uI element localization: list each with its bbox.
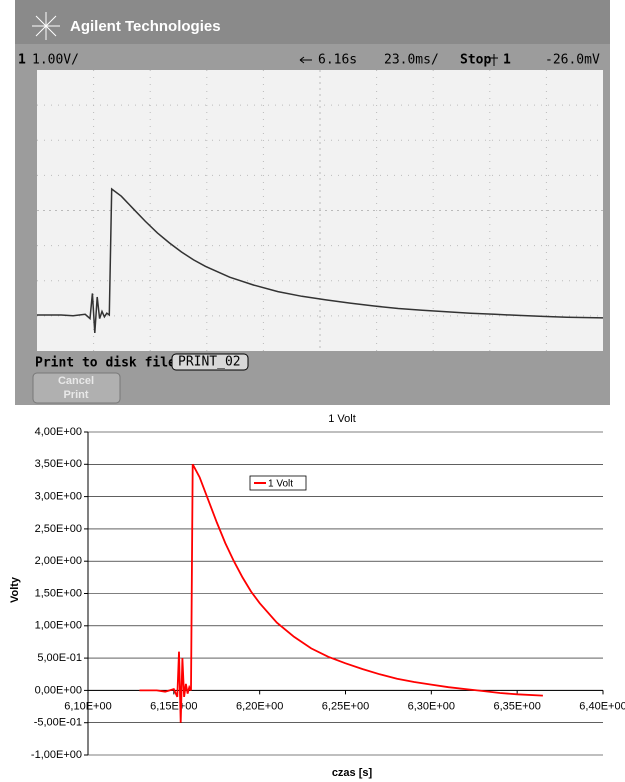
legend-label: 1 Volt [268,479,293,490]
volts-per-div: 1.00V/ [32,53,79,68]
run-state: Stop [460,53,491,68]
print-label: Print to disk file: [35,356,184,371]
y-tick-label: 0,00E+00 [35,684,82,696]
y-tick-label: 1,50E+00 [35,587,82,599]
y-axis-label: Volty [9,576,21,603]
cancel-label: Print [63,389,88,401]
x-tick-label: 6,40E+00 [579,700,625,712]
x-tick-label: 6,30E+00 [408,700,455,712]
y-tick-label: 2,50E+00 [35,523,82,535]
x-tick-label: 6,20E+00 [236,700,283,712]
y-tick-label: -1,00E+00 [31,749,82,761]
y-tick-label: -5,00E-01 [34,717,82,729]
page: Agilent Technologies 1 1.00V/ 6.16s 23.0… [0,0,625,782]
file-name: PRINT_02 [178,355,241,370]
trigger-channel: 1 [503,53,511,68]
y-tick-label: 3,00E+00 [35,491,82,503]
x-axis-label: czas [s] [332,767,373,779]
x-tick-label: 6,15E+00 [150,700,197,712]
y-tick-label: 2,00E+00 [35,555,82,567]
delay: 6.16s [318,53,357,68]
y-tick-label: 3,50E+00 [35,458,82,470]
chart-title: 1 Volt [328,413,356,425]
logo [32,12,60,40]
time-per-div: 23.0ms/ [384,53,439,68]
channel: 1 [18,53,26,68]
x-tick-label: 6,35E+00 [493,700,540,712]
y-tick-label: 4,00E+00 [35,426,82,438]
y-tick-label: 1,00E+00 [35,620,82,632]
brand: Agilent Technologies [70,18,221,35]
screen: Agilent Technologies 1 1.00V/ 6.16s 23.0… [0,0,625,782]
trigger-level: -26.0mV [545,53,600,68]
x-tick-label: 6,10E+00 [64,700,111,712]
y-tick-label: 5,00E-01 [37,652,82,664]
x-tick-label: 6,25E+00 [322,700,369,712]
cancel-label: Cancel [58,375,94,387]
